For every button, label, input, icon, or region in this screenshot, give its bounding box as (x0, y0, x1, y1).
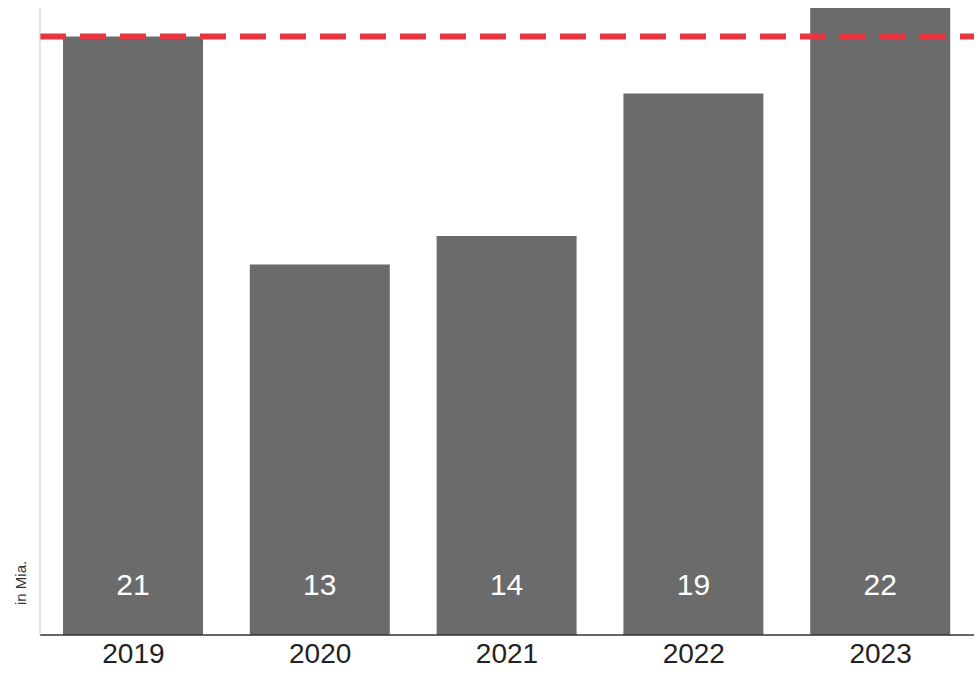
svg-text:2021: 2021 (476, 638, 538, 669)
svg-text:13: 13 (303, 568, 336, 601)
svg-text:2022: 2022 (663, 638, 725, 669)
svg-text:21: 21 (116, 568, 149, 601)
svg-text:2019: 2019 (102, 638, 164, 669)
svg-text:2023: 2023 (849, 638, 911, 669)
svg-text:in Mia.: in Mia. (12, 561, 29, 605)
svg-text:2020: 2020 (289, 638, 351, 669)
svg-text:14: 14 (490, 568, 523, 601)
svg-text:22: 22 (864, 568, 897, 601)
svg-text:19: 19 (677, 568, 710, 601)
